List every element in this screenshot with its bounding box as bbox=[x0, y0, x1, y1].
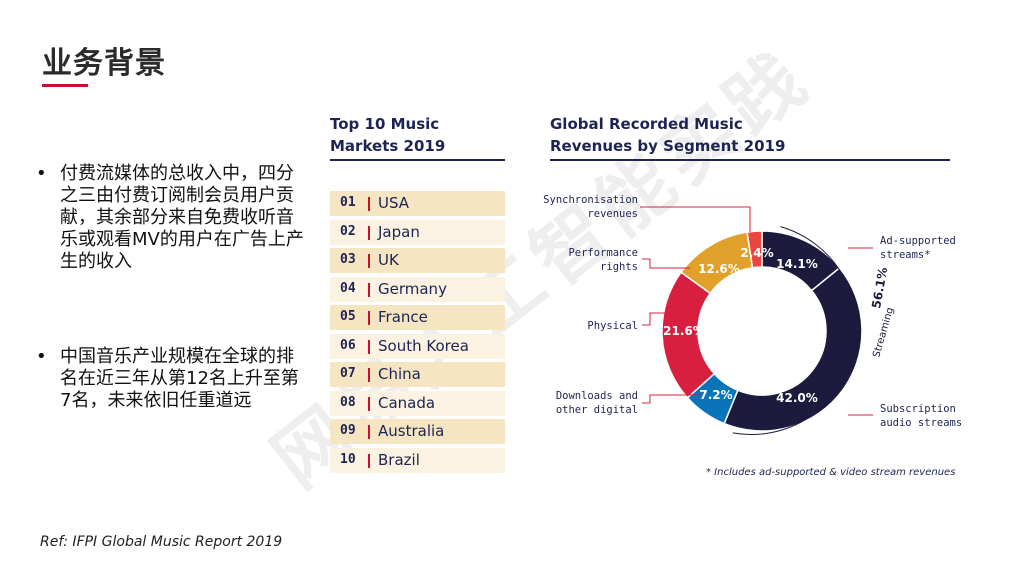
bullet-dot: • bbox=[36, 346, 47, 367]
rank-number: 01 bbox=[340, 195, 356, 210]
segment-label-line: rights bbox=[600, 261, 638, 273]
markets-title-rule bbox=[330, 159, 505, 161]
country-name: Canada bbox=[378, 393, 436, 412]
segment-chart-title: Global Recorded Music Revenues by Segmen… bbox=[550, 113, 785, 157]
rank-number: 05 bbox=[340, 309, 356, 324]
segment-label: Performance rights bbox=[568, 246, 638, 274]
donut-slice bbox=[723, 266, 863, 432]
leader-line bbox=[642, 258, 690, 269]
slice-percent-label: 2.4% bbox=[740, 246, 773, 260]
segment-label: Physical bbox=[587, 319, 638, 333]
segment-label-line: other digital bbox=[555, 404, 638, 416]
table-row: 08 Canada bbox=[330, 390, 505, 416]
bullet-dot: • bbox=[36, 163, 47, 184]
segment-label-line: streams* bbox=[880, 249, 931, 261]
markets-title: Top 10 Music Markets 2019 bbox=[330, 113, 445, 157]
streaming-percent: 56.1% bbox=[869, 266, 890, 309]
title-underline bbox=[42, 84, 88, 87]
segment-label: Ad-supported streams* bbox=[880, 234, 956, 262]
rank-divider bbox=[368, 368, 370, 382]
table-row: 02 Japan bbox=[330, 219, 505, 245]
table-row: 06 South Korea bbox=[330, 333, 505, 359]
rank-number: 02 bbox=[340, 223, 356, 239]
segment-label-line: Performance bbox=[568, 247, 638, 259]
markets-title-line-1: Top 10 Music bbox=[330, 115, 440, 133]
leader-line bbox=[640, 206, 751, 232]
segment-title-line-2: Revenues by Segment 2019 bbox=[550, 137, 786, 155]
table-row: 09 Australia bbox=[330, 419, 505, 444]
slice-percent-label: 7.2% bbox=[699, 388, 732, 402]
slice-percent-label: 12.6% bbox=[698, 262, 740, 276]
segment-label: Downloads and other digital bbox=[556, 389, 638, 417]
country-name: Brazil bbox=[378, 450, 420, 469]
rank-number: 06 bbox=[340, 337, 356, 353]
rank-divider bbox=[368, 254, 370, 268]
table-row: 04 Germany bbox=[330, 276, 505, 302]
country-name: UK bbox=[378, 251, 399, 269]
slice-percent-label: 42.0% bbox=[776, 391, 818, 405]
table-row: 03 UK bbox=[330, 248, 505, 273]
reference-note: Ref: IFPI Global Music Report 2019 bbox=[40, 534, 283, 550]
table-row: 10 Brazil bbox=[330, 447, 505, 473]
rank-divider bbox=[368, 197, 370, 211]
bullet-2: • 中国音乐产业规模在全球的排名在近三年从第12名上升至第7名，未来依旧任重道远 bbox=[36, 346, 306, 436]
page-title: 业务背景 bbox=[42, 46, 166, 81]
segment-label: Synchronisation revenues bbox=[543, 193, 638, 221]
segment-label-line: Physical bbox=[587, 320, 638, 332]
rank-divider bbox=[368, 425, 370, 439]
country-name: China bbox=[378, 365, 421, 383]
table-row: 01 USA bbox=[330, 191, 505, 216]
rank-divider bbox=[368, 339, 370, 354]
rank-number: 10 bbox=[340, 451, 356, 467]
streaming-bracket bbox=[732, 226, 858, 435]
slice-percent-label: 14.1% bbox=[776, 257, 818, 271]
bullet-text: 中国音乐产业规模在全球的排名在近三年从第12名上升至第7名，未来依旧任重道远 bbox=[60, 346, 299, 411]
segment-label: Subscription audio streams bbox=[880, 402, 962, 430]
segment-label-line: Subscription bbox=[880, 403, 956, 415]
table-row: 05 France bbox=[330, 305, 505, 330]
rank-number: 04 bbox=[340, 280, 356, 296]
rank-number: 09 bbox=[340, 423, 356, 438]
rank-number: 08 bbox=[340, 394, 356, 410]
country-name: Japan bbox=[378, 222, 420, 241]
country-name: South Korea bbox=[378, 336, 469, 355]
footnote: * Includes ad-supported & video stream r… bbox=[706, 467, 956, 478]
rank-divider bbox=[368, 396, 370, 411]
rank-divider bbox=[368, 225, 370, 240]
segment-label-line: Synchronisation bbox=[543, 194, 638, 206]
segment-label-line: revenues bbox=[587, 208, 638, 220]
donut-slice bbox=[680, 231, 754, 295]
country-name: France bbox=[378, 308, 428, 326]
bullet-text: 付费流媒体的总收入中，四分之三由付费订阅制会员用户贡献，其余部分来自免费收听音乐… bbox=[60, 163, 304, 272]
rank-number: 07 bbox=[340, 366, 356, 381]
rank-divider bbox=[368, 311, 370, 325]
streaming-label: Streaming bbox=[871, 306, 896, 359]
segment-title-line-1: Global Recorded Music bbox=[550, 115, 743, 133]
leader-line bbox=[642, 312, 666, 326]
rank-divider bbox=[368, 282, 370, 297]
rank-number: 03 bbox=[340, 252, 356, 267]
bullet-1: • 付费流媒体的总收入中，四分之三由付费订阅制会员用户贡献，其余部分来自免费收听… bbox=[36, 163, 306, 293]
segment-label-line: Ad-supported bbox=[880, 235, 956, 247]
slice-percent-label: 21.6% bbox=[663, 324, 705, 338]
segment-title-rule bbox=[550, 159, 950, 161]
markets-title-line-2: Markets 2019 bbox=[330, 137, 446, 155]
country-name: USA bbox=[378, 194, 410, 212]
table-row: 07 China bbox=[330, 362, 505, 387]
leader-line bbox=[642, 394, 700, 404]
country-name: Australia bbox=[378, 422, 445, 440]
segment-label-line: Downloads and bbox=[555, 390, 638, 402]
rank-divider bbox=[368, 453, 370, 468]
segment-label-line: audio streams bbox=[880, 417, 963, 429]
country-name: Germany bbox=[378, 279, 447, 298]
